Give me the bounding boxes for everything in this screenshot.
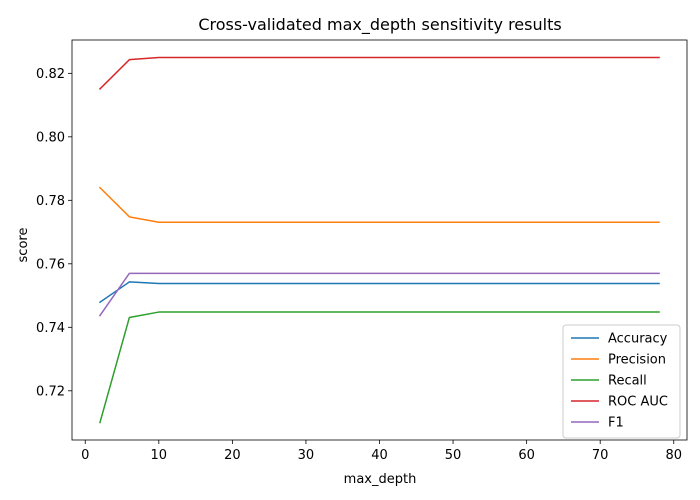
x-tick-label: 10 — [151, 448, 168, 463]
y-axis-label: score — [16, 228, 31, 263]
series-line-f1 — [98, 272, 660, 317]
y-tick-label: 0.76 — [36, 257, 65, 272]
y-tick-label: 0.74 — [36, 321, 65, 336]
legend: Accuracy Precision Recall ROC AUC F1 — [562, 324, 681, 439]
series-line-roc-auc — [98, 56, 660, 90]
x-tick-label: 50 — [445, 448, 462, 463]
series-layer — [98, 56, 660, 424]
x-tick-label: 30 — [298, 448, 315, 463]
axes-layer: 0 10 20 30 40 50 60 70 80 0.72 0.74 0.76 0.78 0.80 0.8… — [36, 39, 688, 463]
legend-label-precision: Precision — [608, 353, 666, 368]
legend-label-accuracy: Accuracy — [608, 332, 668, 347]
x-tick-label: 70 — [592, 448, 609, 463]
chart-title: Cross-validated max_depth sensitivity re… — [198, 15, 561, 35]
x-tick-label: 60 — [518, 448, 535, 463]
legend-label-recall: Recall — [608, 374, 647, 389]
y-tick-label: 0.80 — [36, 130, 65, 145]
series-line-recall — [99, 311, 660, 424]
y-tick-label: 0.82 — [36, 67, 65, 82]
series-line-precision — [98, 186, 660, 223]
legend-label-roc-auc: ROC AUC — [608, 395, 668, 410]
y-tick-label: 0.78 — [36, 194, 65, 209]
x-tick-label: 20 — [224, 448, 241, 463]
legend-label-f1: F1 — [608, 416, 624, 431]
series-line-accuracy — [98, 281, 660, 304]
x-tick-label: 40 — [371, 448, 388, 463]
x-tick-label: 80 — [665, 448, 682, 463]
x-tick-label: 0 — [81, 448, 89, 463]
x-axis-label: max_depth — [344, 472, 417, 487]
y-tick-label: 0.72 — [36, 384, 65, 399]
legend-box — [562, 324, 681, 439]
